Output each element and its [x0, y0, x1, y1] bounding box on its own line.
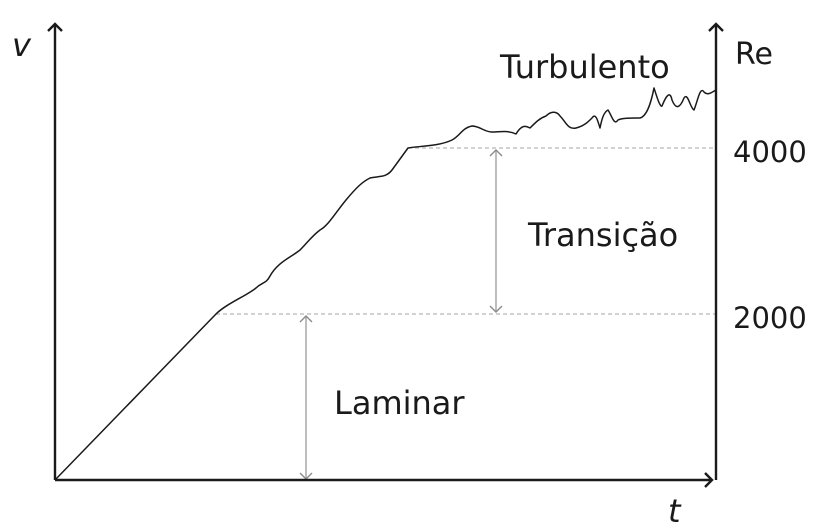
velocity-curve [54, 87, 717, 481]
transition-region-label: Transição [527, 216, 678, 254]
velocity-axis-label: v [12, 26, 32, 64]
laminar-region-label: Laminar [334, 384, 465, 422]
turbulent-region-label: Turbulento [499, 48, 670, 86]
tick-label-2000: 2000 [733, 301, 807, 335]
tick-label-4000: 4000 [733, 135, 807, 169]
time-axis-label: t [668, 492, 682, 530]
reynolds-axis-label: Re [735, 37, 773, 72]
